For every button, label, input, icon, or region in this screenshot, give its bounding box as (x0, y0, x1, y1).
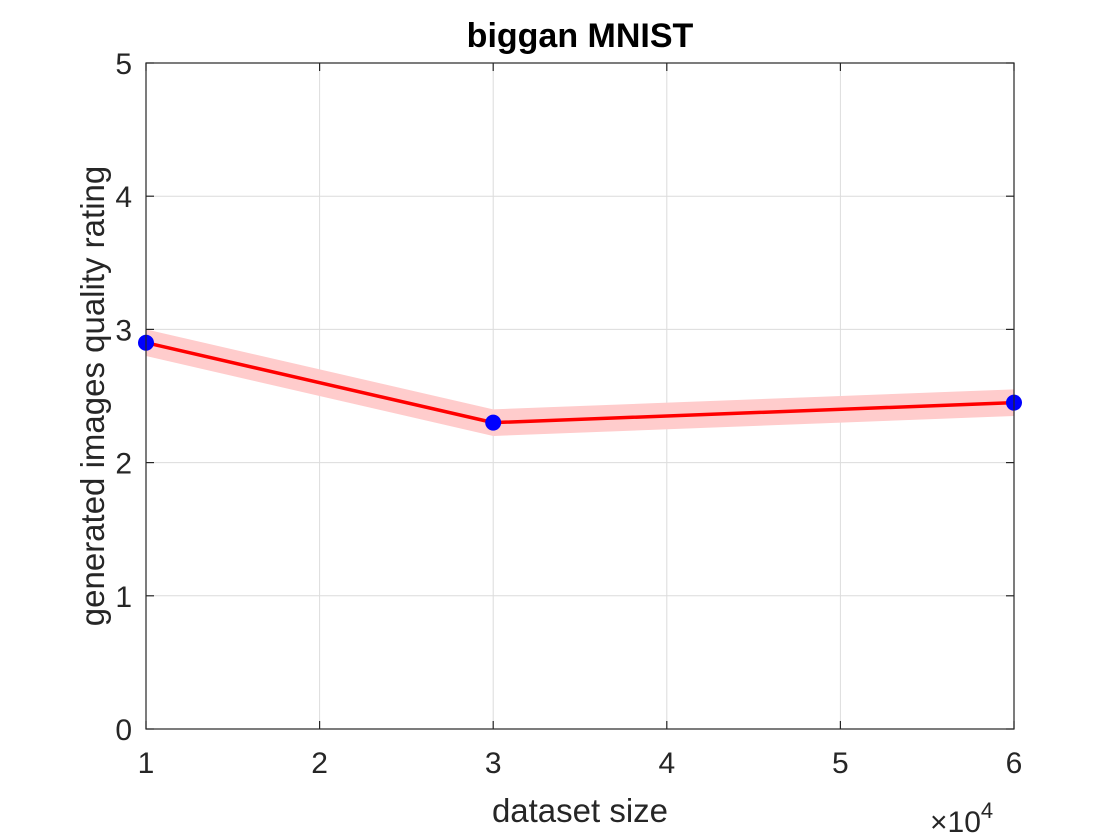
y-tick-label: 3 (115, 314, 132, 347)
x-tick-label: 5 (832, 747, 849, 780)
x-tick-label: 2 (311, 747, 328, 780)
x-tick-label: 6 (1006, 747, 1023, 780)
chart-title: biggan MNIST (467, 17, 694, 55)
y-tick-label: 5 (115, 48, 132, 81)
x-axis-label: dataset size (492, 792, 668, 829)
plot-frame (145, 62, 1015, 730)
y-tick-label: 0 (115, 714, 132, 747)
y-tick-label: 2 (115, 448, 132, 481)
x-axis-multiplier: ×104 (930, 798, 993, 839)
y-tick-label: 4 (115, 181, 132, 214)
x-tick-label: 1 (138, 747, 155, 780)
y-tick-label: 1 (115, 581, 132, 614)
x-tick-label: 3 (485, 747, 502, 780)
y-axis-label: generated images quality rating (74, 166, 111, 626)
x-tick-label: 4 (658, 747, 675, 780)
x-axis-multiplier-exponent: 4 (981, 798, 993, 823)
x-axis-multiplier-base: ×10 (930, 806, 981, 839)
data-point (485, 414, 502, 431)
